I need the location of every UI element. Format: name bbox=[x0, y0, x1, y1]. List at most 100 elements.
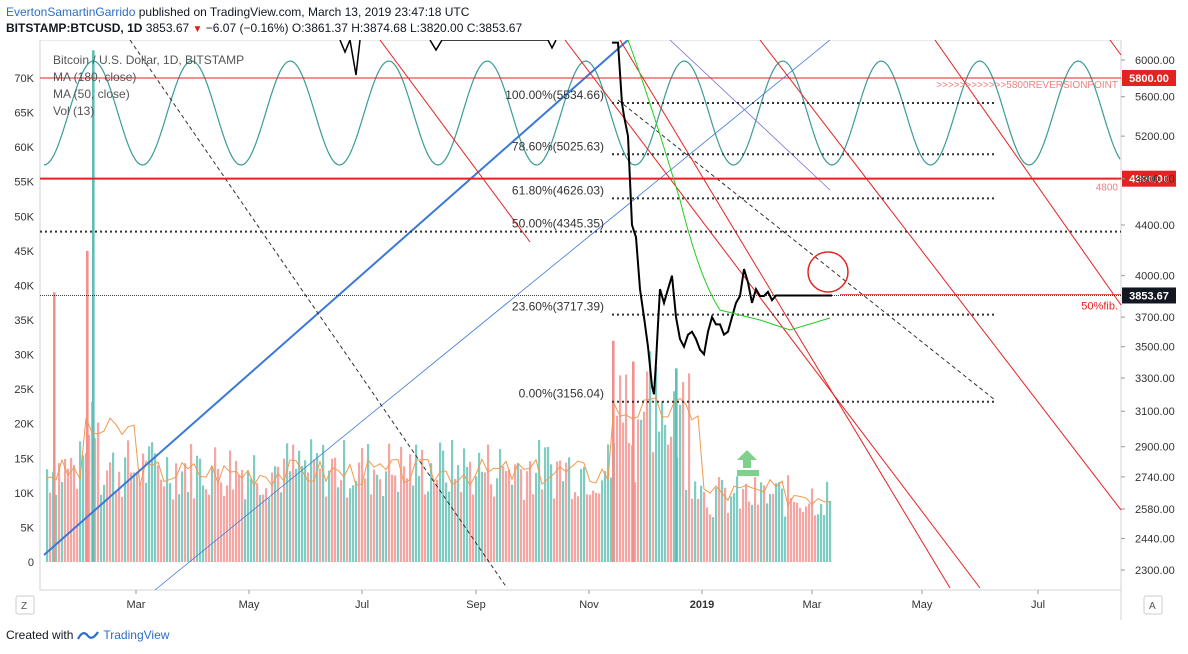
price-tick-label: 2740.00 bbox=[1135, 472, 1175, 484]
volume-bar bbox=[610, 477, 613, 562]
price-tick-label: 2440.00 bbox=[1135, 534, 1175, 546]
fib-level-label: 78.60%(5025.63) bbox=[512, 139, 604, 153]
price-tick-label: 6000.00 bbox=[1135, 55, 1175, 67]
volume-bar bbox=[439, 442, 442, 562]
volume-bar bbox=[730, 496, 733, 562]
volume-bar bbox=[211, 466, 214, 562]
volume-bar bbox=[649, 351, 652, 562]
volume-bar bbox=[772, 493, 775, 562]
volume-bar bbox=[88, 434, 91, 562]
volume-bar bbox=[394, 475, 397, 562]
volume-bar bbox=[121, 496, 124, 562]
volume-bar bbox=[586, 494, 589, 562]
volume-bar bbox=[277, 466, 280, 562]
volume-bar bbox=[358, 462, 361, 562]
volume-bar bbox=[376, 474, 379, 562]
volume-bar bbox=[268, 497, 271, 562]
fib-level-label: 23.60%(3717.39) bbox=[512, 300, 604, 314]
volume-bar bbox=[70, 457, 73, 562]
level-badge bbox=[1122, 170, 1176, 187]
volume-ma-line bbox=[45, 397, 831, 507]
volume-bar bbox=[325, 496, 328, 562]
volume-bar bbox=[700, 485, 703, 562]
volume-tick-label: 20K bbox=[14, 419, 34, 431]
volume-bar bbox=[46, 469, 49, 562]
volume-bar bbox=[334, 457, 337, 562]
volume-bar bbox=[232, 489, 235, 562]
volume-bar bbox=[769, 494, 772, 562]
blue-trendline-thin bbox=[154, 39, 831, 591]
zoom-button[interactable] bbox=[15, 595, 35, 615]
volume-bar bbox=[748, 501, 751, 562]
volume-bar bbox=[640, 419, 643, 562]
volume-bar bbox=[763, 485, 766, 562]
volume-bar bbox=[790, 498, 793, 562]
volume-bar bbox=[628, 443, 631, 562]
time-tick-label: Jul bbox=[355, 599, 369, 611]
time-tick-label: 2019 bbox=[690, 599, 714, 611]
legend-ma-180: MA (180, close) bbox=[53, 70, 136, 84]
volume-bar bbox=[466, 466, 469, 562]
volume-bar bbox=[463, 448, 466, 562]
volume-bar bbox=[550, 464, 553, 562]
red-channel-line bbox=[1109, 39, 1122, 56]
volume-bar bbox=[214, 447, 217, 562]
last-price-badge bbox=[1122, 287, 1176, 304]
volume-bar bbox=[235, 460, 238, 562]
volume-bar bbox=[820, 504, 823, 562]
high-value: 3874.68 bbox=[363, 21, 407, 35]
volume-bar bbox=[697, 498, 700, 562]
volume-bar bbox=[418, 475, 421, 562]
chart-area[interactable]: 5800.00 >>>>>>>>>>>>5800REVERSIONPOINT 480… bbox=[0, 37, 1188, 620]
volume-bar bbox=[301, 465, 304, 562]
volume-bar bbox=[778, 482, 781, 562]
volume-bar bbox=[202, 485, 205, 562]
volume-bar bbox=[136, 471, 139, 562]
volume-bar bbox=[634, 482, 637, 562]
volume-bar bbox=[652, 452, 655, 562]
volume-bar bbox=[319, 468, 322, 562]
volume-bar bbox=[757, 504, 760, 562]
price-tick-label: 5200.00 bbox=[1135, 131, 1175, 143]
volume-bar bbox=[364, 478, 367, 562]
volume-bar bbox=[675, 368, 678, 562]
volume-bar bbox=[682, 382, 685, 562]
volume-bar bbox=[94, 438, 97, 562]
volume-bar bbox=[499, 449, 502, 562]
volume-bar bbox=[388, 443, 391, 562]
volume-bar bbox=[289, 471, 292, 562]
volume-bar bbox=[430, 463, 433, 562]
volume-bar bbox=[469, 461, 472, 562]
volume-bar bbox=[406, 478, 409, 562]
tradingview-brand[interactable]: TradingView bbox=[103, 628, 170, 642]
volume-bar bbox=[247, 471, 250, 562]
volume-bar bbox=[529, 461, 532, 562]
volume-bar bbox=[92, 50, 95, 562]
volume-bar bbox=[226, 485, 229, 562]
volume-bar bbox=[574, 492, 577, 562]
symbol-label: BITSTAMP:BTCUSD, 1D bbox=[6, 21, 143, 35]
price-chart-svg[interactable]: 5800.00 >>>>>>>>>>>>5800REVERSIONPOINT 480… bbox=[0, 37, 1188, 620]
fib-level-label: 100.00%(5534.66) bbox=[505, 88, 604, 102]
volume-bar bbox=[718, 477, 721, 562]
volume-bar bbox=[142, 453, 145, 562]
volume-bar bbox=[397, 491, 400, 562]
dashed-trendline-right bbox=[617, 99, 996, 401]
volume-bar bbox=[442, 450, 445, 562]
auto-scale-button[interactable] bbox=[1143, 595, 1163, 615]
volume-bar bbox=[784, 516, 787, 562]
volume-bar bbox=[82, 455, 85, 562]
volume-bar bbox=[667, 444, 670, 562]
volume-bar bbox=[175, 463, 178, 562]
volume-bar bbox=[484, 472, 487, 562]
price-tick-label: 4800.00 bbox=[1135, 174, 1175, 186]
volume-bar bbox=[589, 494, 592, 562]
volume-bar bbox=[781, 488, 784, 562]
price-tick-label: 4000.00 bbox=[1135, 271, 1175, 283]
volume-bar bbox=[745, 483, 748, 562]
volume-bar bbox=[220, 482, 223, 562]
volume-bar bbox=[736, 476, 739, 562]
volume-bars bbox=[46, 50, 832, 562]
author-name[interactable]: EvertonSamartinGarrido bbox=[6, 5, 136, 19]
volume-bar bbox=[382, 496, 385, 562]
